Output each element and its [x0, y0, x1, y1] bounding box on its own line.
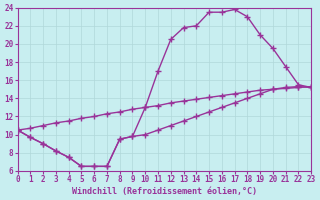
X-axis label: Windchill (Refroidissement éolien,°C): Windchill (Refroidissement éolien,°C)	[72, 187, 257, 196]
